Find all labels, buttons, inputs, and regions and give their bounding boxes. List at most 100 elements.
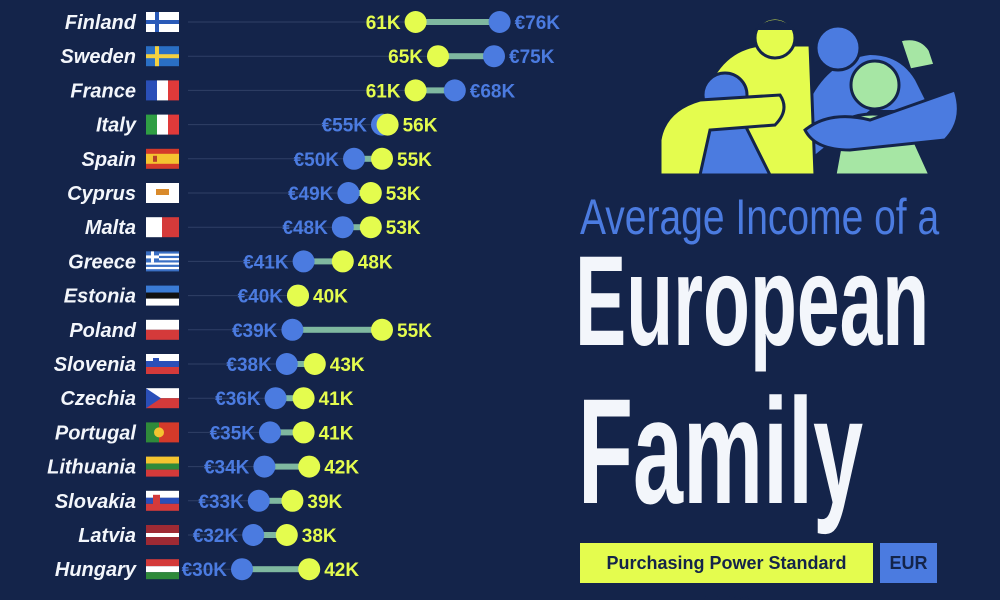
chart-row: Portugal 41K €35K <box>55 421 354 444</box>
pps-dot <box>371 147 393 170</box>
flag-lithuania <box>146 456 179 477</box>
flag-czechia <box>146 388 179 409</box>
flag-part <box>146 497 179 504</box>
flag-part <box>154 427 164 438</box>
flag-part <box>146 255 159 259</box>
pps-value-label: 53K <box>386 218 421 239</box>
pps-value-label: 43K <box>330 355 365 376</box>
pps-dot <box>404 11 427 33</box>
pps-dot <box>292 421 315 444</box>
pps-value-label: 42K <box>324 560 359 581</box>
country-label: Czechia <box>60 388 136 410</box>
flag-france <box>146 80 179 101</box>
country-label: Slovakia <box>55 491 136 513</box>
pps-value-label: 38K <box>302 526 337 547</box>
flag-part <box>146 354 179 361</box>
eur-value-label: €39K <box>232 321 278 342</box>
chart-row: Czechia 41K €36K <box>60 387 354 410</box>
country-label: France <box>70 80 136 102</box>
pps-dot <box>371 318 393 341</box>
eur-dot <box>488 11 511 33</box>
flag-part <box>146 253 179 256</box>
pps-value-label: 41K <box>319 389 354 410</box>
connector-bar <box>342 224 371 231</box>
eur-dot <box>337 182 360 204</box>
pps-value-label: 40K <box>313 287 348 308</box>
eur-value-label: €36K <box>215 389 261 410</box>
flag-part <box>146 361 179 367</box>
connector-bar <box>253 532 287 538</box>
pps-dot <box>359 182 382 204</box>
flag-part <box>146 266 179 270</box>
connector-bar <box>286 361 315 367</box>
chart-row: Slovakia 39K €33K <box>55 489 343 513</box>
pps-value-label: 41K <box>319 423 354 444</box>
flag-part <box>146 463 179 470</box>
eur-dot <box>275 353 298 375</box>
flag-part <box>146 456 179 464</box>
pps-dot <box>359 216 382 239</box>
pps-dot <box>376 113 399 136</box>
eur-value-label: €35K <box>210 423 256 444</box>
pps-dot <box>404 79 427 102</box>
eur-value-label: €34K <box>204 458 250 479</box>
country-label: Malta <box>85 217 136 239</box>
pps-dot <box>287 284 309 307</box>
flag-part <box>155 46 159 67</box>
connector-bar <box>303 258 343 265</box>
flag-part <box>157 114 168 135</box>
connector-bar <box>264 463 310 470</box>
flag-part <box>146 572 179 580</box>
chart-row: Greece 48K €41K <box>68 250 393 273</box>
country-label: Hungary <box>55 559 137 581</box>
eur-dot <box>242 524 265 546</box>
pps-dot <box>331 250 354 273</box>
flag-part <box>168 114 179 135</box>
flag-part <box>146 469 179 477</box>
flag-estonia <box>146 285 179 306</box>
flag-part <box>146 262 179 265</box>
flag-part <box>146 153 179 164</box>
eur-dot <box>292 250 315 273</box>
eur-dot <box>259 421 281 444</box>
connector-bar <box>438 53 494 60</box>
eur-dot <box>253 455 276 478</box>
flag-part <box>146 329 179 340</box>
connector-bar <box>415 19 500 25</box>
flag-part <box>146 503 179 511</box>
chart-row: Italy 56K €55K <box>96 113 438 137</box>
connector-bar <box>275 395 304 402</box>
connector-bar <box>415 87 455 94</box>
eur-dot <box>483 45 505 68</box>
eur-value-label: €40K <box>238 287 284 308</box>
title-line-3: Family <box>578 367 864 535</box>
flag-part <box>146 566 179 573</box>
flag-part <box>146 298 179 306</box>
chart-row: Hungary 42K €30K <box>55 558 359 581</box>
country-label: Lithuania <box>47 457 136 479</box>
pps-dot <box>298 558 321 581</box>
pps-value-label: 53K <box>386 184 421 205</box>
eur-dot <box>443 79 466 102</box>
connector-bar <box>354 155 382 162</box>
eur-dot <box>343 147 365 170</box>
chart-row: Latvia 38K €32K <box>78 524 337 547</box>
flag-poland <box>146 319 179 340</box>
eur-dot <box>281 318 304 341</box>
flag-part <box>156 189 169 195</box>
eur-value-label: €38K <box>226 355 272 376</box>
flag-part <box>146 422 159 443</box>
eur-dot <box>231 558 253 581</box>
eur-value-label: €68K <box>470 81 516 102</box>
flag-sweden <box>146 46 179 67</box>
chart-row: Spain 55K €50K <box>82 147 432 171</box>
flag-finland <box>146 12 179 32</box>
flag-part <box>146 398 179 409</box>
pps-value-label: 61K <box>366 13 401 34</box>
flag-part <box>146 258 179 261</box>
flag-part <box>146 367 179 374</box>
pps-dot <box>427 45 449 68</box>
flag-portugal <box>146 422 179 443</box>
chart-row: France 61K €68K <box>70 79 516 102</box>
